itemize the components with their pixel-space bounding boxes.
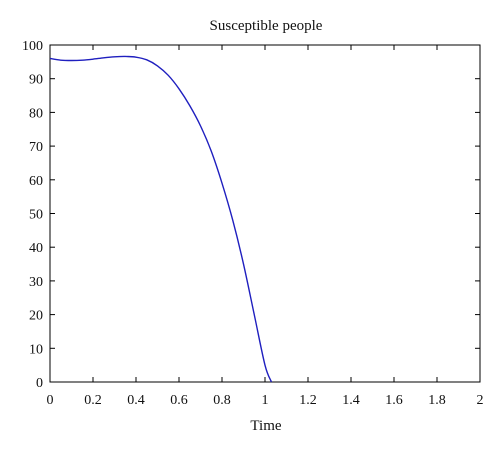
x-tick-label: 1.4 <box>342 393 360 408</box>
x-tick-label: 0 <box>47 393 54 408</box>
x-axis-title: Time <box>250 418 281 434</box>
y-tick-label: 20 <box>29 309 43 324</box>
y-tick-label: 50 <box>29 208 43 223</box>
series-line <box>49 55 273 383</box>
x-tick-label: 2 <box>477 393 484 408</box>
x-tick-label: 0.8 <box>213 393 231 408</box>
y-tick-label: 90 <box>29 73 43 88</box>
y-tick-label: 100 <box>22 39 43 54</box>
x-tick-label: 0.6 <box>170 393 188 408</box>
chart-title: Susceptible people <box>210 18 323 34</box>
series-layer <box>49 55 273 383</box>
x-tick-label: 1 <box>262 393 269 408</box>
y-tick-label: 40 <box>29 241 43 256</box>
y-tick-label: 70 <box>29 140 43 155</box>
y-tick-label: 60 <box>29 174 43 189</box>
x-tick-label: 1.2 <box>299 393 317 408</box>
y-tick-label: 10 <box>29 342 43 357</box>
x-tick-label: 0.2 <box>84 393 102 408</box>
x-tick-label: 1.8 <box>428 393 446 408</box>
x-tick-label: 1.6 <box>385 393 403 408</box>
plot-area-frame <box>49 44 481 383</box>
y-tick-label: 0 <box>36 376 43 391</box>
x-axis-ticks: 0 0.2 0.4 0.6 0.8 1 1.2 1.4 1.6 1.8 2 <box>47 45 484 408</box>
y-tick-label: 80 <box>29 106 43 121</box>
y-axis-ticks: 0 10 20 30 40 50 60 70 80 90 100 <box>22 39 480 391</box>
y-tick-label: 30 <box>29 275 43 290</box>
x-tick-label: 0.4 <box>127 393 145 408</box>
